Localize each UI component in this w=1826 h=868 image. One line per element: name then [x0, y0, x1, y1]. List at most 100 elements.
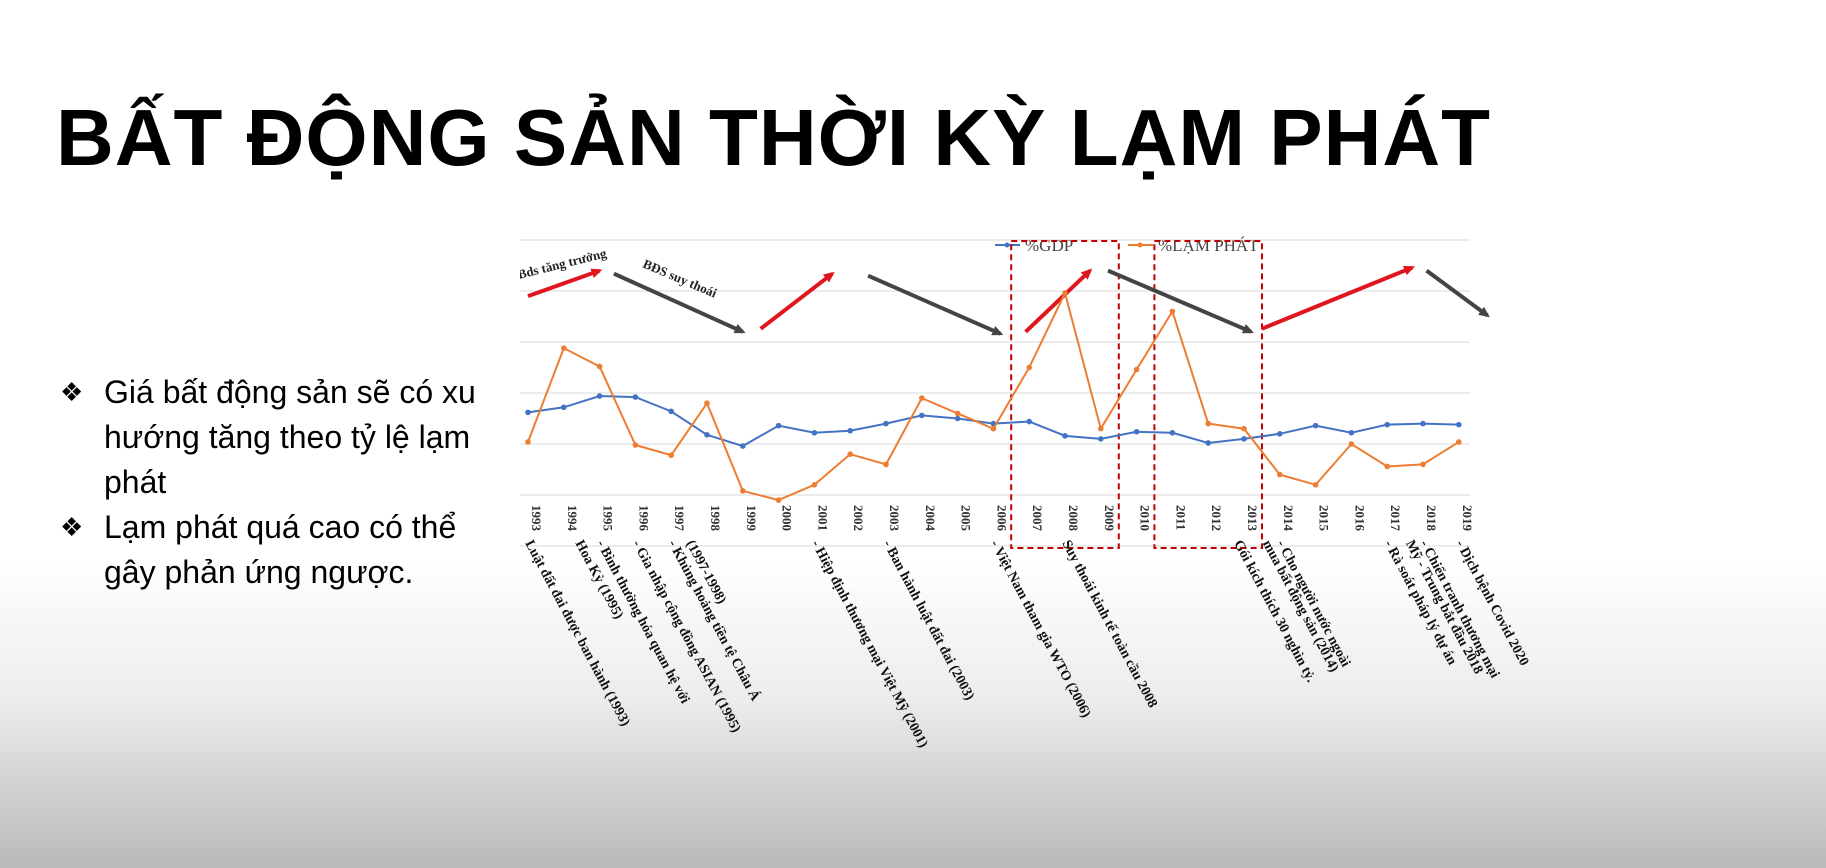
x-axis-ticks: 1993 1994 1995 1996 1997 1998 1999 2000 2001 2002…	[529, 505, 1475, 532]
x-tick-label: 2010	[1138, 505, 1153, 531]
data-point-inflation	[1384, 463, 1390, 470]
data-point-gdp	[1348, 429, 1355, 436]
data-point-gdp	[596, 393, 603, 399]
bullet-item: ❖ Lạm phát quá cao có thể gây phản ứng n…	[58, 505, 478, 595]
x-tick-label: 2009	[1102, 505, 1117, 532]
data-point-gdp	[1384, 421, 1390, 428]
trend-arrows	[527, 265, 1490, 336]
x-tick-label: 2000	[780, 505, 795, 531]
four-diamond-icon: ❖	[60, 377, 84, 407]
event-label: - Cho người nước ngoài	[1273, 538, 1353, 670]
trend-arrow-down	[867, 273, 1004, 336]
series-line-inflation	[527, 290, 1460, 502]
annotation-decline-label: BĐS suy thoái	[641, 256, 720, 301]
data-point-inflation	[668, 452, 674, 459]
data-point-gdp	[919, 412, 925, 419]
data-point-inflation	[1062, 290, 1068, 296]
data-point-inflation	[561, 345, 567, 351]
x-tick-label: 2012	[1209, 505, 1224, 531]
data-point-gdp	[1026, 418, 1032, 425]
data-point-inflation	[1312, 482, 1319, 488]
trend-arrow-down	[613, 271, 746, 334]
x-tick-label: 2019	[1460, 505, 1475, 532]
data-point-inflation	[847, 451, 853, 457]
bullet-list: ❖ Giá bất động sản sẽ có xu hướng tăng t…	[58, 370, 478, 595]
data-point-inflation	[954, 410, 961, 417]
highlight-boxes	[1010, 240, 1264, 549]
bullet-text: Giá bất động sản sẽ có xu hướng tăng the…	[104, 374, 476, 500]
trend-arrow-down	[1107, 268, 1254, 334]
chart-legend: %GDP %LẠM PHÁT	[995, 236, 1259, 255]
data-point-gdp	[1133, 428, 1140, 435]
x-tick-label: 2002	[851, 505, 866, 531]
data-point-inflation	[1241, 425, 1247, 432]
legend-marker-gdp	[1004, 242, 1010, 248]
data-point-inflation	[525, 439, 531, 445]
data-point-inflation	[596, 363, 603, 370]
data-point-gdp	[1062, 433, 1068, 439]
legend-label-inflation: %LẠM PHÁT	[1158, 236, 1259, 255]
event-labels: Luật đất đai được ban hành (1993)- Bình …	[521, 537, 1531, 751]
x-tick-label: 2017	[1388, 505, 1403, 532]
data-point-gdp	[775, 422, 782, 429]
data-point-inflation	[740, 488, 746, 494]
x-tick-label: 2003	[887, 505, 902, 532]
data-point-inflation	[1133, 366, 1140, 373]
data-point-gdp	[525, 409, 531, 416]
chart-grid	[520, 239, 1470, 547]
x-tick-label: 1996	[636, 505, 651, 532]
x-tick-label: 2014	[1281, 505, 1296, 532]
data-point-inflation	[883, 461, 889, 468]
x-tick-label: 2011	[1173, 505, 1188, 530]
highlight-box	[1153, 240, 1264, 549]
data-point-gdp	[1241, 436, 1247, 442]
data-point-inflation	[1348, 441, 1355, 447]
x-tick-label: 2001	[815, 505, 830, 531]
x-tick-label: 2004	[923, 505, 938, 532]
four-diamond-icon: ❖	[60, 512, 84, 542]
data-point-inflation	[1420, 461, 1426, 468]
data-point-gdp	[1456, 421, 1462, 428]
data-point-gdp	[704, 432, 710, 438]
annotation-growth-label: Bds tăng trưởng	[520, 245, 608, 282]
data-point-gdp	[954, 415, 961, 422]
legend-marker-inflation	[1137, 242, 1143, 248]
x-tick-label: 2018	[1424, 505, 1439, 532]
data-point-inflation	[990, 425, 997, 432]
trend-arrow-up	[1261, 265, 1416, 331]
gdp-inflation-line-chart: %GDP %LẠM PHÁT 25.0%20.0%15.0%10.0%5.0%0…	[520, 236, 1531, 751]
data-point-gdp	[883, 420, 889, 427]
data-point-inflation	[632, 442, 639, 448]
data-point-inflation	[1456, 439, 1462, 445]
data-point-inflation	[1205, 420, 1211, 427]
data-point-inflation	[811, 482, 818, 488]
data-point-gdp	[561, 404, 567, 411]
x-tick-label: 2008	[1066, 505, 1081, 532]
x-tick-label: 2015	[1317, 505, 1332, 532]
data-point-gdp	[1098, 436, 1104, 442]
x-tick-label: 1998	[708, 505, 723, 532]
x-tick-label: 2016	[1352, 505, 1367, 532]
x-tick-label: 2007	[1030, 505, 1045, 532]
data-point-gdp	[1420, 420, 1426, 427]
bullet-text: Lạm phát quá cao có thể gây phản ứng ngư…	[104, 509, 457, 590]
x-tick-label: 1993	[529, 505, 544, 532]
data-point-gdp	[847, 427, 853, 434]
x-tick-label: 1997	[672, 505, 687, 532]
x-tick-label: 1995	[601, 505, 616, 532]
trend-arrow-up	[759, 271, 835, 331]
trend-arrow-down	[1425, 268, 1490, 318]
data-point-inflation	[1169, 308, 1176, 315]
data-point-inflation	[775, 497, 782, 503]
data-point-inflation	[1026, 364, 1032, 371]
data-point-inflation	[1277, 471, 1283, 478]
highlight-box	[1010, 240, 1120, 549]
bullet-item: ❖ Giá bất động sản sẽ có xu hướng tăng t…	[58, 370, 478, 505]
trend-arrow-up	[527, 268, 603, 298]
data-point-gdp	[740, 443, 746, 449]
data-point-gdp	[1169, 429, 1176, 436]
x-tick-label: 2006	[994, 505, 1009, 532]
data-point-gdp	[1277, 431, 1283, 437]
slide-title: BẤT ĐỘNG SẢN THỜI KỲ LẠM PHÁT	[56, 93, 1491, 182]
data-point-inflation	[919, 395, 925, 401]
